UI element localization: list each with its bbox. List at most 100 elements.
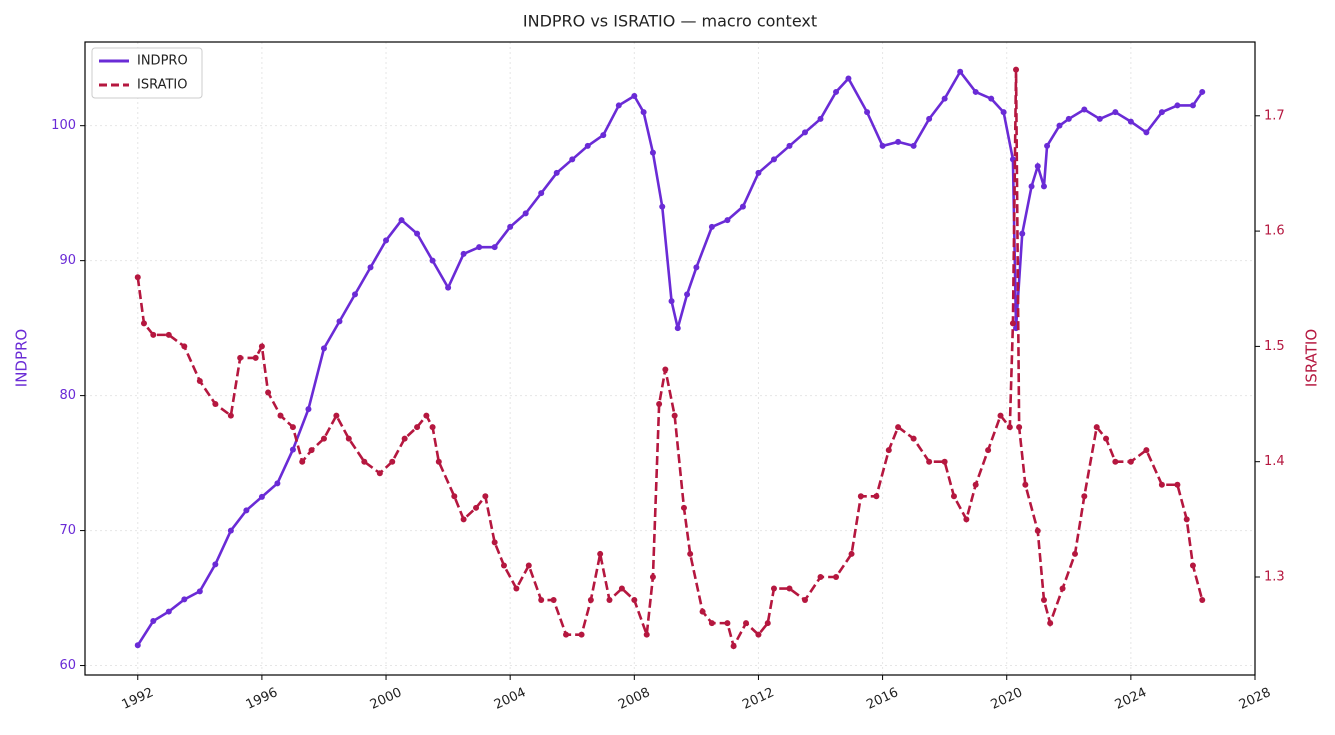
point	[1143, 447, 1150, 454]
point	[181, 596, 188, 603]
point	[786, 142, 793, 149]
plot-frame	[84, 41, 1256, 676]
point	[550, 597, 557, 604]
point	[320, 435, 327, 442]
point	[429, 424, 436, 431]
point	[476, 244, 483, 251]
point	[1040, 183, 1047, 190]
y2-tick-label: 1.6	[1264, 224, 1285, 239]
point	[1006, 424, 1013, 431]
point	[600, 132, 607, 139]
point	[258, 343, 265, 350]
point	[578, 631, 585, 638]
y2-tick-label: 1.3	[1264, 569, 1285, 584]
point	[1056, 122, 1063, 129]
point	[649, 573, 656, 580]
point	[538, 597, 545, 604]
point	[857, 493, 864, 500]
point	[1081, 106, 1088, 113]
point	[227, 527, 234, 534]
point	[345, 435, 352, 442]
point	[1081, 493, 1088, 500]
point	[724, 620, 731, 627]
point	[376, 470, 383, 477]
point	[237, 354, 244, 361]
point	[671, 412, 678, 419]
x-tick-label: 2024	[1113, 685, 1149, 713]
point	[833, 573, 840, 580]
point	[1174, 481, 1181, 488]
point	[1009, 320, 1016, 327]
y2-tick-label: 1.7	[1264, 108, 1285, 123]
point	[817, 115, 824, 122]
point	[684, 291, 691, 298]
point	[972, 481, 979, 488]
point	[367, 264, 374, 271]
point	[693, 264, 700, 271]
point	[289, 446, 296, 453]
point	[401, 435, 408, 442]
point	[398, 217, 405, 224]
point	[972, 88, 979, 95]
point	[513, 585, 520, 592]
point	[941, 458, 948, 465]
point	[1016, 424, 1023, 431]
y-tick-label: 70	[59, 523, 76, 538]
point	[522, 210, 529, 217]
point	[1112, 109, 1119, 116]
point	[1199, 88, 1206, 95]
point	[252, 354, 259, 361]
point	[563, 631, 570, 638]
point	[1183, 516, 1190, 523]
point	[739, 203, 746, 210]
point	[491, 244, 498, 251]
point	[150, 618, 157, 625]
y-tick-label: 80	[59, 388, 76, 403]
point	[941, 95, 948, 102]
point	[277, 412, 284, 419]
point	[724, 217, 731, 224]
point	[134, 274, 141, 281]
y-axis-label: INDPRO	[13, 329, 31, 387]
point	[885, 447, 892, 454]
series	[134, 68, 1206, 649]
point	[361, 458, 368, 465]
point	[299, 458, 306, 465]
point	[631, 92, 638, 99]
point	[770, 585, 777, 592]
y2-tick-label: 1.4	[1264, 454, 1285, 469]
point	[1044, 142, 1051, 149]
point	[243, 507, 250, 514]
point	[134, 642, 141, 649]
point	[1174, 102, 1181, 109]
y-tick-label: 90	[59, 253, 76, 268]
point	[308, 447, 315, 454]
x-tick-label: 2004	[492, 685, 528, 713]
point	[1112, 458, 1119, 465]
point	[997, 412, 1004, 419]
point	[584, 142, 591, 149]
point	[150, 331, 157, 338]
y2-axis-label: ISRATIO	[1303, 329, 1321, 387]
point	[383, 237, 390, 244]
point	[274, 480, 281, 487]
point	[817, 573, 824, 580]
chart-title: INDPRO vs ISRATIO — macro context	[523, 12, 817, 31]
point	[659, 203, 666, 210]
point	[423, 412, 430, 419]
x-tick-label: 2012	[740, 685, 776, 713]
point	[1019, 230, 1026, 237]
point	[615, 102, 622, 109]
point	[668, 298, 675, 305]
point	[289, 424, 296, 431]
x-tick-label: 1992	[120, 685, 156, 713]
point	[985, 447, 992, 454]
point	[606, 597, 613, 604]
x-tick-label: 1996	[244, 685, 280, 713]
point	[258, 493, 265, 500]
point	[507, 223, 514, 230]
point	[265, 389, 272, 396]
x-tick-label: 2008	[616, 685, 652, 713]
y-tick-label: 100	[51, 118, 76, 133]
point	[833, 88, 840, 95]
